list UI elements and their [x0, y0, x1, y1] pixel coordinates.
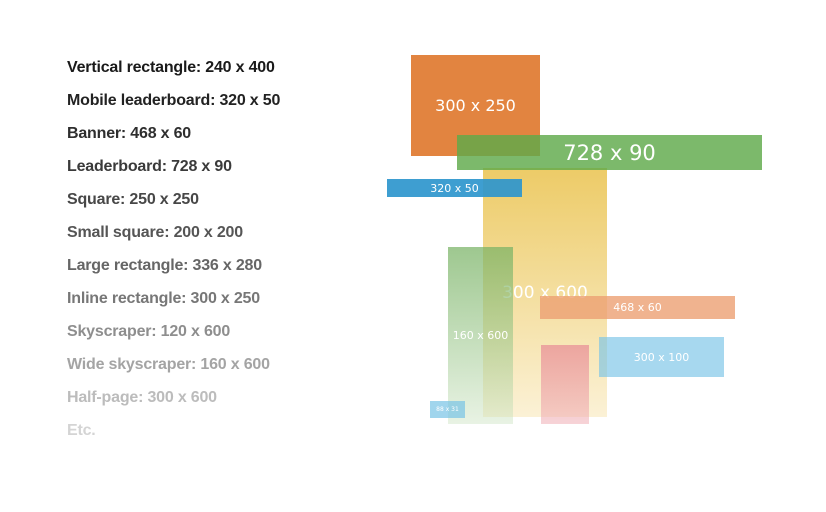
ad-size-item: Large rectangle: 336 x 280	[67, 257, 262, 274]
ad-size-item: Banner: 468 x 60	[67, 125, 191, 142]
ad-block-468x60: 468 x 60	[540, 296, 735, 319]
ad-size-item: Half-page: 300 x 600	[67, 389, 217, 406]
ad-block-label: 160 x 600	[452, 329, 509, 342]
ad-block-160x600: 160 x 600	[448, 247, 513, 424]
ad-block-300x100: 300 x 100	[599, 337, 724, 377]
ad-block-320x50: 320 x 50	[387, 179, 522, 197]
ad-size-item: Mobile leaderboard: 320 x 50	[67, 92, 281, 109]
ad-size-item: Leaderboard: 728 x 90	[67, 158, 232, 175]
ad-block-label: 300 x 100	[633, 350, 690, 364]
ad-size-item: Skyscraper: 120 x 600	[67, 323, 231, 340]
ad-block-88x31: 88 x 31	[430, 401, 465, 418]
ad-size-item: Square: 250 x 250	[67, 191, 199, 208]
ad-size-item: Etc.	[67, 422, 96, 439]
ad-size-item: Inline rectangle: 300 x 250	[67, 290, 260, 307]
ad-block-label: 320 x 50	[430, 181, 479, 195]
ad-size-item: Vertical rectangle: 240 x 400	[67, 59, 275, 76]
ad-sizes-list: Vertical rectangle: 240 x 400 Mobile lead…	[67, 58, 280, 454]
ad-block-label: 728 x 90	[563, 140, 656, 165]
ad-block-728x90: 728 x 90	[457, 135, 762, 170]
ad-block-label: 300 x 250	[435, 96, 516, 115]
ad-block-label: 468 x 60	[613, 301, 662, 314]
ad-size-item: Wide skyscraper: 160 x 600	[67, 356, 270, 373]
ad-block-unlabeled	[541, 345, 589, 424]
ad-block-label: 88 x 31	[436, 406, 459, 413]
ad-size-item: Small square: 200 x 200	[67, 224, 243, 241]
